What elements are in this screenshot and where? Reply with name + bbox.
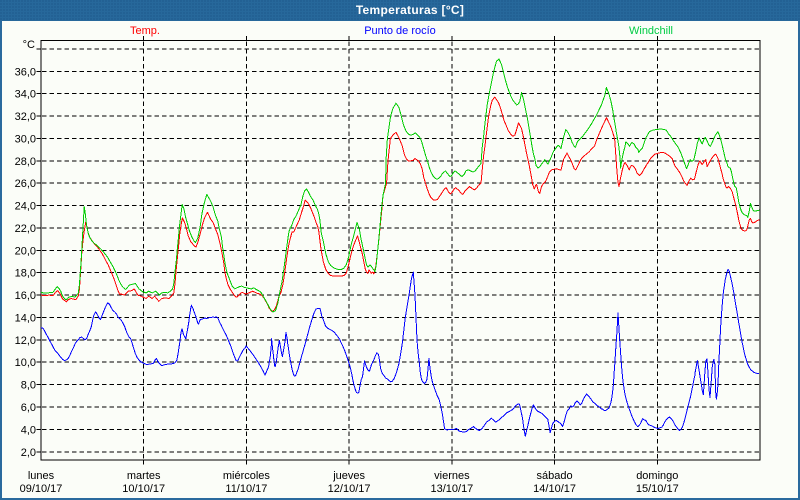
svg-text:10,0: 10,0 [15, 357, 36, 369]
svg-text:8,0: 8,0 [21, 380, 36, 392]
svg-text:2,0: 2,0 [21, 447, 36, 459]
svg-text:lunes: lunes [28, 470, 55, 482]
svg-text:°C: °C [23, 39, 35, 51]
svg-text:20,0: 20,0 [15, 245, 36, 257]
svg-text:11/10/17: 11/10/17 [225, 483, 267, 495]
svg-text:36,0: 36,0 [15, 66, 36, 78]
svg-text:09/10/17: 09/10/17 [20, 483, 63, 495]
svg-text:6,0: 6,0 [21, 402, 36, 414]
svg-text:12/10/17: 12/10/17 [328, 483, 371, 495]
svg-text:15/10/17: 15/10/17 [636, 483, 679, 495]
svg-text:24,0: 24,0 [15, 201, 36, 213]
svg-text:4,0: 4,0 [21, 424, 36, 436]
svg-text:14,0: 14,0 [15, 313, 36, 325]
svg-text:18,0: 18,0 [15, 268, 36, 280]
svg-text:16,0: 16,0 [15, 290, 36, 302]
svg-text:22,0: 22,0 [15, 223, 36, 235]
svg-text:12,0: 12,0 [15, 335, 36, 347]
svg-text:domingo: domingo [636, 470, 678, 482]
svg-text:13/10/17: 13/10/17 [430, 483, 473, 495]
svg-text:34,0: 34,0 [15, 89, 36, 101]
svg-text:viernes: viernes [434, 470, 470, 482]
svg-text:sábado: sábado [537, 470, 573, 482]
svg-text:10/10/17: 10/10/17 [122, 483, 165, 495]
svg-text:14/10/17: 14/10/17 [533, 483, 576, 495]
svg-text:miércoles: miércoles [223, 470, 271, 482]
svg-text:30,0: 30,0 [15, 133, 36, 145]
svg-text:32,0: 32,0 [15, 111, 36, 123]
svg-text:26,0: 26,0 [15, 178, 36, 190]
svg-text:28,0: 28,0 [15, 156, 36, 168]
svg-text:jueves: jueves [332, 470, 365, 482]
svg-text:martes: martes [127, 470, 161, 482]
